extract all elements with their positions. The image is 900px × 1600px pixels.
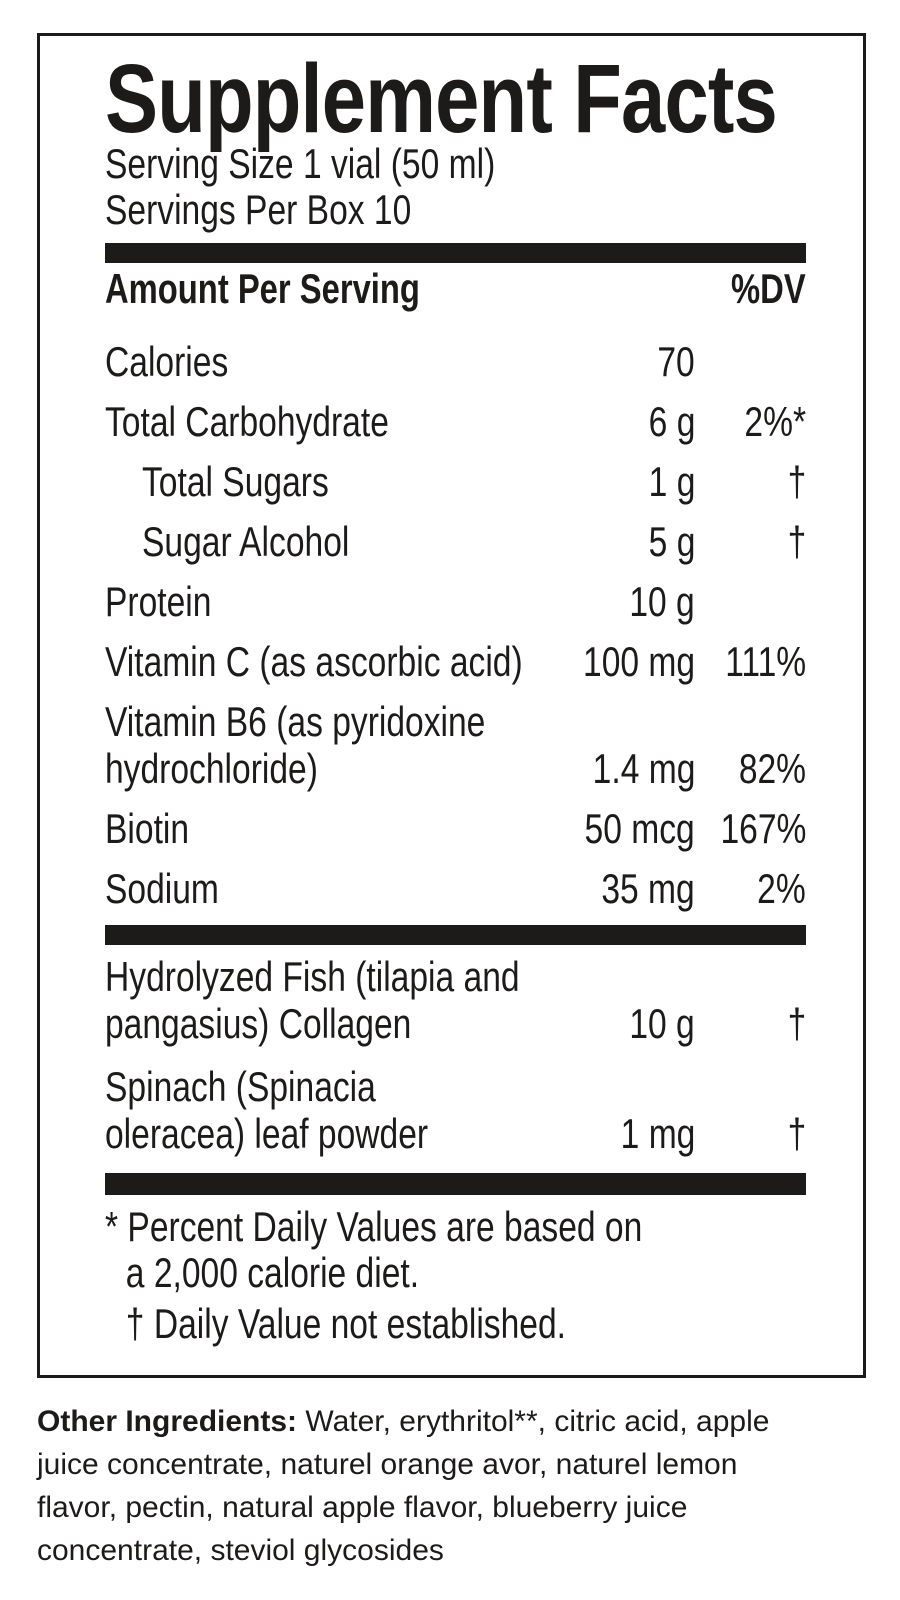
- nutrient-name: Vitamin B6 (as pyridoxine hydrochloride): [105, 698, 486, 792]
- not-established-footnote: † Daily Value not established.: [125, 1300, 566, 1347]
- nutrient-name: Vitamin C (as ascorbic acid): [105, 638, 523, 685]
- nutrient-amount: 50 mcg: [584, 805, 695, 852]
- nutrient-name: Protein: [105, 578, 212, 625]
- serving-size-line: Serving Size 1 vial (50 ml): [105, 140, 496, 187]
- footnotes: * Percent Daily Values are based on a 2,…: [105, 1204, 806, 1347]
- serving-info: Serving Size 1 vial (50 ml) Servings Per…: [105, 141, 806, 233]
- nutrient-amount: 1 mg: [620, 1110, 695, 1157]
- nutrient-name: Biotin: [105, 805, 190, 852]
- other-ingredients-paragraph: Other Ingredients: Water, erythritol**, …: [37, 1400, 817, 1572]
- column-header-row: Amount Per Serving %DV: [105, 265, 806, 312]
- nutrient-dv: 2%*: [744, 398, 806, 445]
- other-ingredients-label: Other Ingredients:: [37, 1405, 298, 1438]
- nutrient-name: Sodium: [105, 865, 219, 912]
- nutrient-amount: 1 g: [648, 458, 695, 505]
- nutrient-dv: †: [787, 518, 806, 565]
- servings-per-box-line: Servings Per Box 10: [105, 186, 412, 233]
- nutrient-name: Calories: [105, 338, 229, 385]
- botanical-rows: Hydrolyzed Fish (tilapia and pangasius) …: [105, 953, 806, 1157]
- nutrient-amount: 70: [657, 338, 695, 385]
- nutrient-row-sugar-alcohol: Sugar Alcohol 5 g †: [105, 518, 806, 565]
- panel-title-text: Supplement Facts: [105, 44, 778, 153]
- nutrient-amount: 35 mg: [601, 865, 695, 912]
- nutrient-row-fish-collagen: Hydrolyzed Fish (tilapia and pangasius) …: [105, 953, 806, 1047]
- nutrient-rows: Calories 70 Total Carbohydrate 6 g 2%* T…: [105, 338, 806, 912]
- nutrient-row-spinach: Spinach (Spinacia oleracea) leaf powder …: [105, 1063, 806, 1157]
- amount-per-serving-header: Amount Per Serving: [105, 265, 420, 312]
- nutrient-dv: 82%: [738, 745, 806, 792]
- nutrient-row-biotin: Biotin 50 mcg 167%: [105, 805, 806, 852]
- separator-bar-top: [105, 243, 806, 263]
- nutrient-row-total-sugars: Total Sugars 1 g †: [105, 458, 806, 505]
- nutrient-amount: 5 g: [648, 518, 695, 565]
- separator-bar-middle: [105, 925, 806, 945]
- nutrient-row-sodium: Sodium 35 mg 2%: [105, 865, 806, 912]
- nutrient-amount: 100 mg: [582, 638, 695, 685]
- nutrient-dv: †: [787, 1110, 806, 1157]
- dv-header: %DV: [731, 265, 806, 312]
- nutrient-row-total-carbohydrate: Total Carbohydrate 6 g 2%*: [105, 398, 806, 445]
- nutrient-name: Total Carbohydrate: [105, 398, 389, 445]
- supplement-facts-panel: Supplement Facts Serving Size 1 vial (50…: [37, 33, 866, 1378]
- nutrient-amount: 6 g: [648, 398, 695, 445]
- nutrient-name: Hydrolyzed Fish (tilapia and pangasius) …: [105, 953, 520, 1047]
- nutrient-row-protein: Protein 10 g: [105, 578, 806, 625]
- nutrient-row-calories: Calories 70: [105, 338, 806, 385]
- nutrient-row-vitamin-c: Vitamin C (as ascorbic acid) 100 mg 111%: [105, 638, 806, 685]
- nutrient-dv: 167%: [720, 805, 806, 852]
- separator-bar-bottom: [105, 1173, 806, 1195]
- nutrient-dv: †: [787, 1000, 806, 1047]
- nutrient-name: Total Sugars: [142, 458, 329, 505]
- nutrient-dv: †: [787, 458, 806, 505]
- nutrient-dv: 2%: [757, 865, 806, 912]
- daily-value-footnote: * Percent Daily Values are based on a 2,…: [105, 1203, 643, 1296]
- nutrient-amount: 10 g: [629, 578, 695, 625]
- other-ingredients-text: Water, erythritol**, citric acid, apple …: [37, 1405, 770, 1567]
- nutrient-dv: 111%: [725, 638, 806, 685]
- nutrient-row-vitamin-b6: Vitamin B6 (as pyridoxine hydrochloride)…: [105, 698, 806, 792]
- nutrient-name: Sugar Alcohol: [142, 518, 350, 565]
- nutrient-amount: 10 g: [629, 1000, 695, 1047]
- nutrient-name: Spinach (Spinacia oleracea) leaf powder: [105, 1063, 429, 1157]
- nutrient-amount: 1.4 mg: [592, 745, 695, 792]
- panel-title: Supplement Facts: [105, 50, 806, 147]
